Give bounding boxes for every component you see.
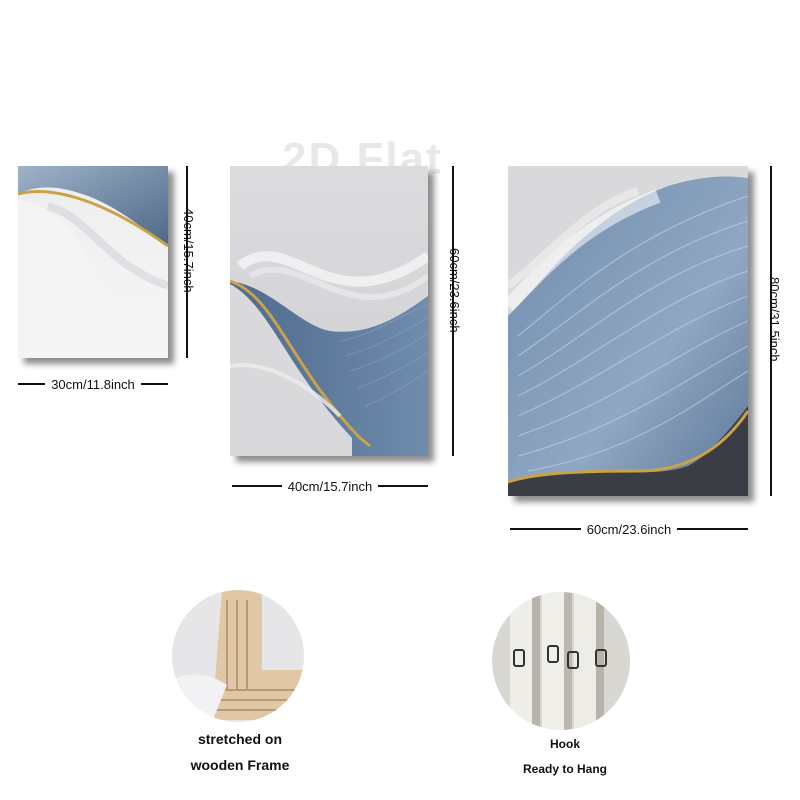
hook-photo [492, 592, 630, 730]
width-label-small: 30cm/11.8inch [51, 376, 135, 392]
width-dimension-small: 30cm/11.8inch [18, 376, 168, 392]
frame-caption-line1: stretched on [197, 731, 282, 747]
hook-caption-line1: Hook [550, 737, 580, 751]
height-line-medium [452, 166, 454, 456]
height-label-medium: 60cm/23.6inch [447, 248, 462, 333]
wave-artwork-large [508, 166, 748, 496]
width-label-large: 60cm/23.6inch [586, 521, 672, 537]
canvas-panel-medium [230, 166, 428, 456]
canvas-panel-small [18, 166, 168, 358]
height-line-large [770, 166, 772, 496]
height-label-small: 40cm/15.7inch [181, 208, 196, 293]
wave-artwork-medium [230, 166, 428, 456]
height-label-large: 80cm/31.5inch [767, 277, 782, 362]
canvas-panel-large [508, 166, 748, 496]
width-dimension-medium: 40cm/15.7inch [232, 478, 428, 494]
width-label-medium: 40cm/15.7inch [287, 478, 373, 494]
width-dimension-large: 60cm/23.6inch [510, 521, 748, 537]
wave-artwork-small [18, 166, 168, 358]
hook-caption-line2: Ready to Hang [522, 762, 607, 776]
wooden-frame-photo [172, 590, 304, 722]
frame-caption-line2: wooden Frame [190, 757, 290, 773]
height-line-small [186, 166, 188, 358]
